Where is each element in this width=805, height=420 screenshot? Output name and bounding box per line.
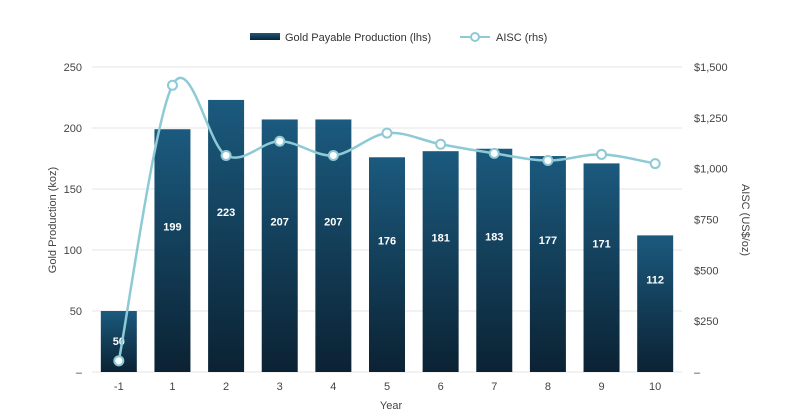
aisc-point (166, 79, 178, 91)
left-tick-label: 200 (64, 123, 82, 135)
legend-bar-swatch (250, 33, 280, 40)
bar (422, 151, 459, 372)
left-tick-label: 250 (64, 62, 82, 74)
aisc-point (274, 135, 286, 147)
x-tick-label: 4 (330, 381, 336, 393)
right-tick-label: $250 (694, 316, 718, 328)
bar-data-label: 183 (485, 231, 503, 243)
bar-data-label: 171 (592, 239, 610, 251)
x-tick-label: 7 (491, 381, 497, 393)
aisc-point (649, 158, 661, 170)
bar (261, 119, 298, 373)
bar (476, 148, 513, 372)
bar-data-label: 199 (163, 222, 181, 234)
left-tick-label: 50 (70, 306, 82, 318)
bar (529, 156, 566, 372)
right-axis-ticks: – $250 $500 $750 $1,000 $1,250 $1,500 (694, 62, 728, 379)
x-tick-label: -1 (114, 381, 124, 393)
legend-line-marker (470, 32, 480, 42)
aisc-point (435, 138, 447, 150)
bar-data-label: 176 (378, 236, 396, 248)
x-tick-label: 5 (384, 381, 390, 393)
bar-data-label: 177 (539, 235, 557, 247)
bar (208, 99, 245, 372)
bar (637, 235, 674, 372)
x-tick-label: 3 (277, 381, 283, 393)
bars (100, 99, 674, 373)
right-tick-label: $1,000 (694, 164, 728, 176)
right-tick-label: – (694, 367, 701, 379)
legend: Gold Payable Production (lhs) AISC (rhs) (250, 32, 547, 44)
aisc-point (381, 127, 393, 139)
x-tick-label: 2 (223, 381, 229, 393)
right-axis-title: AISC (US$/oz) (739, 184, 751, 256)
aisc-line-series (113, 76, 661, 367)
x-tick-label: 1 (169, 381, 175, 393)
right-tick-label: $500 (694, 265, 718, 277)
x-tick-label: 9 (598, 381, 604, 393)
bar-data-label: 112 (646, 275, 664, 287)
right-tick-label: $1,500 (694, 62, 728, 74)
bar-data-label: 207 (324, 217, 342, 229)
aisc-point (220, 149, 232, 161)
x-axis-ticks: -1 1 2 3 4 5 6 7 8 9 10 (114, 381, 661, 393)
bar-data-label: 207 (271, 217, 289, 229)
bar-data-label: 181 (431, 233, 449, 245)
left-tick-label: 100 (64, 245, 82, 257)
x-axis-title: Year (380, 400, 403, 412)
x-tick-label: 6 (438, 381, 444, 393)
bar (369, 157, 405, 372)
left-tick-label: – (76, 367, 83, 379)
bar-data-label: 223 (217, 207, 235, 219)
aisc-point (596, 148, 608, 160)
aisc-point (113, 355, 125, 367)
x-tick-label: 8 (545, 381, 551, 393)
bar (583, 163, 620, 372)
aisc-point (327, 149, 339, 161)
left-axis-ticks: – 50 100 150 200 250 (64, 62, 83, 379)
legend-line-label: AISC (rhs) (496, 32, 547, 44)
x-tick-label: 10 (649, 381, 661, 393)
left-axis-title: Gold Production (koz) (47, 167, 59, 273)
legend-bar-label: Gold Payable Production (lhs) (285, 32, 431, 44)
aisc-point (542, 155, 554, 167)
bar (315, 119, 352, 373)
right-tick-label: $1,250 (694, 113, 728, 125)
left-tick-label: 150 (64, 184, 82, 196)
aisc-point (488, 147, 500, 159)
bar (154, 129, 191, 372)
right-tick-label: $750 (694, 215, 718, 227)
